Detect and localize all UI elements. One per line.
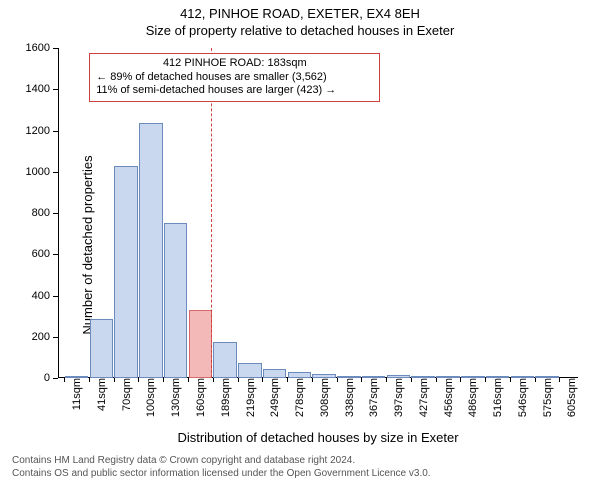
x-tick: [312, 378, 313, 382]
x-tick-label: 70sqm: [119, 378, 133, 411]
y-tick-label: 1400: [26, 83, 58, 95]
x-tick-label: 575sqm: [540, 378, 554, 417]
y-tick-label: 1600: [26, 42, 58, 54]
chart-container: Number of detached properties 0200400600…: [0, 40, 590, 450]
y-tick-label: 600: [32, 248, 58, 260]
x-tick-label: 516sqm: [490, 378, 504, 417]
x-tick-label: 397sqm: [391, 378, 405, 417]
x-tick: [411, 378, 412, 382]
x-tick: [287, 378, 288, 382]
x-tick-label: 249sqm: [267, 378, 281, 417]
histogram-bar: [139, 123, 163, 378]
x-tick-label: 308sqm: [317, 378, 331, 417]
annotation-line: ← 89% of detached houses are smaller (3,…: [96, 71, 373, 85]
histogram-bar: [263, 369, 287, 378]
x-tick-label: 130sqm: [168, 378, 182, 417]
x-tick-label: 546sqm: [515, 378, 529, 417]
x-tick-label: 456sqm: [441, 378, 455, 417]
annotation-line: 412 PINHOE ROAD: 183sqm: [96, 57, 373, 71]
x-tick: [337, 378, 338, 382]
x-axis-label: Distribution of detached houses by size …: [58, 430, 578, 445]
x-tick: [262, 378, 263, 382]
x-tick-label: 41sqm: [94, 378, 108, 411]
x-tick-label: 100sqm: [143, 378, 157, 417]
x-tick-label: 219sqm: [243, 378, 257, 417]
x-tick-label: 605sqm: [564, 378, 578, 417]
histogram-bar: [189, 310, 213, 378]
histogram-bar: [114, 166, 138, 378]
x-tick: [163, 378, 164, 382]
x-tick: [559, 378, 560, 382]
x-tick-label: 189sqm: [218, 378, 232, 417]
annotation-box: 412 PINHOE ROAD: 183sqm← 89% of detached…: [89, 53, 380, 102]
footer: Contains HM Land Registry data © Crown c…: [12, 454, 600, 480]
annotation-line: 11% of semi-detached houses are larger (…: [96, 84, 373, 98]
x-tick: [89, 378, 90, 382]
histogram-bar: [238, 363, 262, 378]
x-tick: [535, 378, 536, 382]
x-tick: [238, 378, 239, 382]
x-tick: [64, 378, 65, 382]
histogram-bar: [164, 223, 188, 378]
histogram-bar: [213, 342, 237, 378]
x-tick-label: 338sqm: [342, 378, 356, 417]
x-tick-label: 278sqm: [292, 378, 306, 417]
y-tick-label: 400: [32, 290, 58, 302]
x-tick-label: 11sqm: [69, 378, 83, 410]
y-tick-label: 800: [32, 207, 58, 219]
x-tick-label: 486sqm: [465, 378, 479, 417]
x-tick: [361, 378, 362, 382]
x-tick: [510, 378, 511, 382]
x-tick: [436, 378, 437, 382]
page-subtitle: Size of property relative to detached ho…: [0, 23, 600, 38]
x-tick: [213, 378, 214, 382]
y-tick-label: 1000: [26, 166, 58, 178]
y-tick-label: 1200: [26, 125, 58, 137]
footer-line-2: Contains OS and public sector informatio…: [12, 467, 600, 480]
x-tick: [386, 378, 387, 382]
x-tick-label: 367sqm: [366, 378, 380, 417]
x-tick: [188, 378, 189, 382]
x-tick-label: 427sqm: [416, 378, 430, 417]
histogram-bar: [90, 319, 114, 378]
plot-area: 0200400600800100012001400160011sqm41sqm7…: [58, 48, 578, 378]
page-title: 412, PINHOE ROAD, EXETER, EX4 8EH: [0, 6, 600, 21]
x-tick: [114, 378, 115, 382]
x-tick-label: 160sqm: [193, 378, 207, 417]
y-tick-label: 200: [32, 331, 58, 343]
y-tick-label: 0: [44, 372, 58, 384]
x-tick: [485, 378, 486, 382]
x-tick: [460, 378, 461, 382]
x-tick: [138, 378, 139, 382]
footer-line-1: Contains HM Land Registry data © Crown c…: [12, 454, 600, 467]
